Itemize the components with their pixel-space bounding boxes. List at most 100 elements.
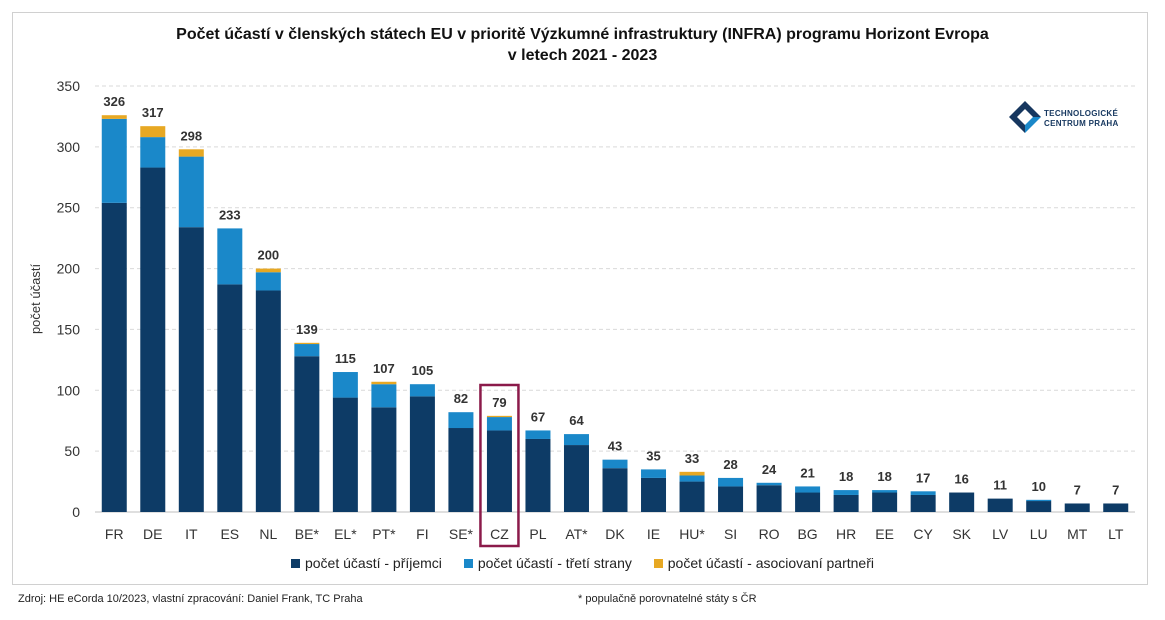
x-tick-label: DE (143, 526, 162, 542)
y-tick-label: 350 (57, 78, 81, 94)
tc-logo-icon (1009, 101, 1041, 133)
y-tick-label: 150 (57, 321, 81, 337)
bar-segment-prijemci (178, 227, 204, 512)
bar-segment-treti-strany (294, 344, 320, 357)
total-label: 7 (1112, 482, 1119, 497)
total-label: 115 (335, 351, 356, 366)
x-tick-label: BG (797, 526, 817, 542)
logo-line2: CENTRUM PRAHA (1044, 119, 1119, 128)
total-label: 16 (954, 472, 968, 487)
bar-segment-prijemci (679, 481, 705, 512)
x-tick-label: HR (836, 526, 856, 542)
chart-title-line1: Počet účastí v členských státech EU v pr… (176, 26, 989, 43)
x-tick-label: IT (185, 526, 198, 542)
bar-segment-prijemci (525, 438, 551, 512)
bar-segment-prijemci (795, 492, 821, 512)
bar-segment-prijemci (140, 167, 166, 512)
chart-title: Počet účastí v členských státech EU v pr… (0, 24, 1165, 66)
total-label: 105 (412, 363, 434, 378)
total-label: 10 (1031, 479, 1045, 494)
bar-segment-treti-strany (371, 384, 397, 408)
bar-segment-prijemci (1103, 503, 1129, 512)
bar-segment-prijemci (602, 468, 628, 512)
x-tick-label: EE (875, 526, 894, 542)
x-tick-label: RO (759, 526, 780, 542)
bar-segment-treti-strany (525, 430, 551, 439)
legend-item-asociovani: počet účastí - asociovaní partneři (653, 555, 874, 571)
bar-segment-prijemci (255, 290, 281, 512)
bar-segment-prijemci (101, 202, 127, 513)
bar-segment-prijemci (910, 494, 936, 512)
bar-segment-prijemci (409, 396, 435, 512)
total-label: 79 (492, 395, 506, 410)
total-label: 21 (800, 465, 814, 480)
total-label: 64 (569, 413, 584, 428)
legend-label-asociovani: počet účastí - asociovaní partneři (667, 555, 874, 571)
y-tick-label: 50 (64, 443, 80, 459)
total-label: 18 (839, 469, 853, 484)
bar-segment-treti-strany (910, 491, 936, 495)
highlight-box (479, 383, 520, 548)
total-label: 11 (993, 478, 1007, 493)
total-label: 200 (257, 248, 279, 263)
x-tick-label: CZ (490, 526, 509, 542)
x-tick-label: FR (105, 526, 124, 542)
y-tick-label: 250 (57, 200, 81, 216)
bar-segment-treti-strany (140, 137, 166, 168)
total-label: 298 (180, 128, 202, 143)
chart-title-line2: v letech 2021 - 2023 (507, 47, 658, 64)
legend-item-prijemci: počet účastí - příjemci (290, 555, 442, 571)
bar-segment-asociovani (101, 115, 127, 119)
bar-segment-asociovani (255, 268, 281, 273)
bar-segment-treti-strany (563, 434, 589, 446)
bar-segment-treti-strany (602, 459, 628, 469)
x-tick-label: MT (1067, 526, 1088, 542)
y-axis-label: počet účastí (28, 264, 43, 334)
x-tick-label: EL* (334, 526, 357, 542)
logo-line1: TECHNOLOGICKÉ (1044, 109, 1119, 118)
x-tick-label: SK (952, 526, 971, 542)
bar-segment-treti-strany (795, 486, 821, 493)
bar-segment-prijemci (332, 397, 358, 512)
bar-segment-treti-strany (255, 272, 281, 291)
bar-segment-asociovani (679, 471, 705, 476)
bar-segment-prijemci (718, 486, 744, 512)
bar-segment-prijemci (1026, 501, 1052, 512)
bar-segment-prijemci (294, 356, 320, 512)
x-tick-label: LU (1030, 526, 1048, 542)
bar-segment-asociovani (371, 381, 397, 385)
bar-segment-prijemci (486, 430, 512, 512)
bar-segment-treti-strany (409, 384, 435, 397)
bar-segment-asociovani (486, 415, 512, 418)
total-label: 139 (296, 322, 318, 337)
legend: počet účastí - příjemci počet účastí - t… (0, 555, 1165, 571)
x-tick-label: HU* (679, 526, 705, 542)
legend-item-treti-strany: počet účastí - třetí strany (463, 555, 632, 571)
total-label: 317 (142, 105, 164, 120)
legend-label-treti-strany: počet účastí - třetí strany (477, 555, 632, 571)
total-label: 7 (1074, 482, 1081, 497)
bar-segment-asociovani (178, 149, 204, 157)
bar-segment-asociovani (294, 342, 320, 345)
bar-segment-asociovani (140, 126, 166, 138)
total-label: 17 (916, 470, 930, 485)
bar-segment-prijemci (563, 445, 589, 512)
total-label: 35 (646, 448, 660, 463)
y-tick-label: 300 (57, 139, 81, 155)
x-tick-label: DK (605, 526, 625, 542)
bar-segment-prijemci (872, 492, 898, 512)
bar-segment-treti-strany (178, 156, 204, 228)
bar-segment-treti-strany (641, 469, 667, 478)
bar-segment-treti-strany (679, 475, 705, 482)
x-tick-label: IE (647, 526, 660, 542)
tc-praha-logo: TECHNOLOGICKÉ CENTRUM PRAHA (1008, 100, 1128, 138)
x-tick-label: SI (724, 526, 737, 542)
bar-segment-treti-strany (217, 228, 243, 285)
x-tick-label: ES (220, 526, 239, 542)
bar-segment-treti-strany (756, 482, 782, 486)
total-label: 18 (877, 469, 891, 484)
x-tick-label: LV (992, 526, 1009, 542)
total-label: 67 (531, 409, 545, 424)
bar-segment-treti-strany (448, 412, 474, 429)
